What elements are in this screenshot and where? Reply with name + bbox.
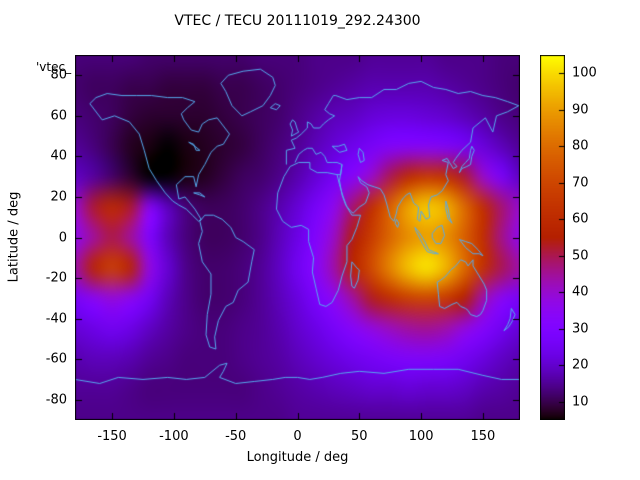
x-tick-label: 50 bbox=[351, 429, 368, 444]
y-tick-label: -80 bbox=[45, 392, 67, 408]
colorbar-tick-label: 10 bbox=[572, 394, 589, 410]
y-tick-label: -40 bbox=[45, 311, 67, 327]
x-axis-title: Longitude / deg bbox=[246, 450, 349, 465]
y-tick-label: 20 bbox=[50, 189, 67, 205]
x-tick-label: -100 bbox=[159, 429, 189, 444]
x-tick-label: 0 bbox=[293, 429, 302, 444]
vtec-heatmap-canvas bbox=[75, 55, 520, 420]
y-tick-label: 60 bbox=[50, 108, 67, 124]
colorbar-tick-label: 100 bbox=[572, 65, 597, 81]
x-tick-label: -50 bbox=[225, 429, 247, 444]
colorbar-tick-label: 50 bbox=[572, 248, 589, 264]
chart-title: VTEC / TECU 20111019_292.24300 bbox=[174, 13, 421, 29]
colorbar-tick-label: 40 bbox=[572, 284, 589, 300]
plot-key-label: 'vtec_ bbox=[36, 60, 72, 74]
y-tick-label: 0 bbox=[58, 230, 67, 245]
colorbar-tick-label: 90 bbox=[572, 102, 589, 118]
colorbar-tick-label: 80 bbox=[572, 138, 589, 154]
colorbar-canvas bbox=[540, 55, 565, 420]
y-tick-label: -60 bbox=[45, 351, 67, 367]
y-tick-label: 40 bbox=[50, 148, 67, 164]
x-tick-label: 100 bbox=[408, 429, 434, 444]
y-tick-label: 80 bbox=[50, 67, 67, 83]
colorbar-tick-label: 70 bbox=[572, 175, 589, 191]
x-tick-label: -150 bbox=[97, 429, 127, 444]
colorbar-tick-label: 30 bbox=[572, 321, 589, 337]
x-tick-label: 150 bbox=[470, 429, 496, 444]
y-tick-label: -20 bbox=[45, 270, 67, 286]
y-axis-title: Latitude / deg bbox=[6, 191, 22, 283]
colorbar-tick-label: 60 bbox=[572, 211, 589, 227]
colorbar-tick-label: 20 bbox=[572, 357, 589, 373]
